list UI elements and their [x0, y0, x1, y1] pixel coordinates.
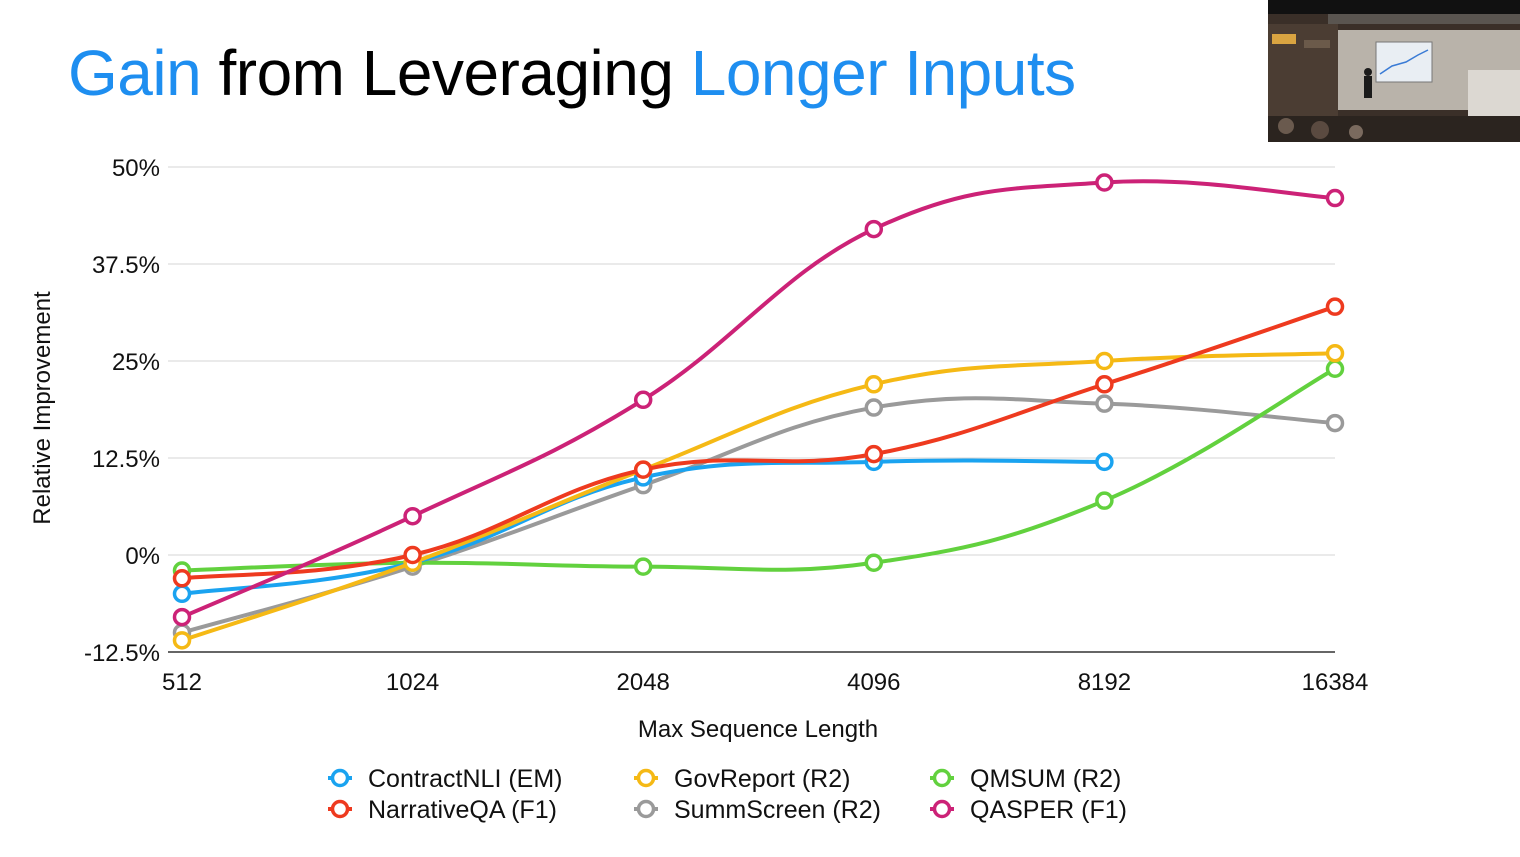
legend-label: ContractNLI (EM)	[368, 765, 562, 793]
y-tick-label: 50%	[112, 155, 160, 182]
legend-label: SummScreen (R2)	[674, 796, 881, 824]
data-point	[403, 545, 422, 565]
data-point	[633, 460, 653, 479]
slide-title: Gain from Leveraging Longer Inputs	[68, 30, 1076, 116]
data-point	[1325, 343, 1345, 363]
legend-item[interactable]: QASPER (F1)	[930, 796, 1127, 824]
legend-marker	[636, 768, 656, 788]
presenter-video-thumbnail[interactable]	[1268, 0, 1520, 142]
legend-marker	[330, 799, 350, 819]
y-tick-label: 37.5%	[92, 252, 160, 279]
series-line	[180, 179, 1337, 620]
data-point	[172, 584, 192, 604]
series-4	[172, 394, 1345, 642]
x-tick-label: 2048	[617, 669, 670, 696]
x-tick-label: 1024	[386, 669, 439, 696]
slide-title-part: from Leveraging	[201, 37, 691, 109]
x-tick-label: 16384	[1302, 669, 1369, 696]
data-point	[1095, 375, 1114, 394]
legend-item[interactable]: NarrativeQA (F1)	[328, 796, 557, 824]
data-point	[1325, 413, 1345, 433]
series-line	[180, 396, 1337, 635]
data-point	[864, 375, 884, 394]
y-tick-label: -12.5%	[84, 640, 160, 667]
data-point	[633, 390, 653, 410]
legend-label: NarrativeQA (F1)	[368, 796, 557, 824]
legend-item[interactable]: SummScreen (R2)	[634, 796, 881, 824]
data-point	[172, 569, 192, 588]
series-3	[172, 297, 1345, 588]
data-point	[864, 219, 884, 239]
series-5	[172, 173, 1345, 627]
data-point	[1325, 297, 1345, 316]
x-tick-label: 8192	[1078, 669, 1131, 696]
legend-marker	[932, 768, 952, 788]
data-point	[1095, 351, 1114, 371]
legend-label: GovReport (R2)	[674, 765, 850, 793]
legend-marker	[636, 799, 656, 819]
data-point	[864, 444, 884, 464]
data-point	[633, 557, 653, 576]
y-tick-label: 12.5%	[92, 446, 160, 473]
y-axis-title: Relative Improvement	[29, 291, 56, 525]
chart-series	[172, 173, 1345, 650]
data-point	[172, 631, 192, 650]
chart-gridlines	[168, 166, 1335, 653]
legend-marker	[330, 768, 350, 788]
x-tick-label: 512	[162, 669, 202, 696]
presenter-video-icon	[1268, 0, 1520, 142]
legend-label: QMSUM (R2)	[970, 765, 1121, 793]
legend-item[interactable]: QMSUM (R2)	[930, 765, 1121, 793]
x-axis-ticks: 512 1024 2048 4096 8192 16384	[162, 669, 1368, 696]
y-axis-ticks: 50% 37.5% 25% 12.5% 0% -12.5%	[84, 155, 160, 667]
data-point	[1325, 188, 1345, 208]
data-point	[864, 553, 884, 573]
data-point	[1095, 491, 1114, 510]
y-tick-label: 0%	[125, 543, 160, 570]
series-1	[172, 343, 1345, 650]
data-point	[864, 398, 884, 417]
data-point	[1095, 173, 1114, 192]
legend-marker	[932, 799, 952, 819]
legend-label: QASPER (F1)	[970, 796, 1127, 824]
data-point	[1325, 359, 1345, 379]
legend-item[interactable]: GovReport (R2)	[634, 765, 850, 793]
legend-item[interactable]: ContractNLI (EM)	[328, 765, 562, 793]
series-line	[180, 366, 1337, 573]
data-point	[1095, 394, 1114, 413]
series-line	[180, 351, 1337, 643]
x-tick-label: 4096	[847, 669, 900, 696]
data-point	[172, 607, 192, 627]
y-tick-label: 25%	[112, 349, 160, 376]
data-point	[1095, 452, 1114, 472]
x-axis-title: Max Sequence Length	[638, 716, 878, 743]
chart-legend: ContractNLI (EM) GovReport (R2) QMSUM (R2)…	[328, 765, 1127, 824]
series-line	[180, 304, 1337, 581]
slide-title-part: Longer Inputs	[690, 37, 1076, 109]
data-point	[403, 506, 422, 526]
slide-title-part: Gain	[68, 37, 202, 109]
